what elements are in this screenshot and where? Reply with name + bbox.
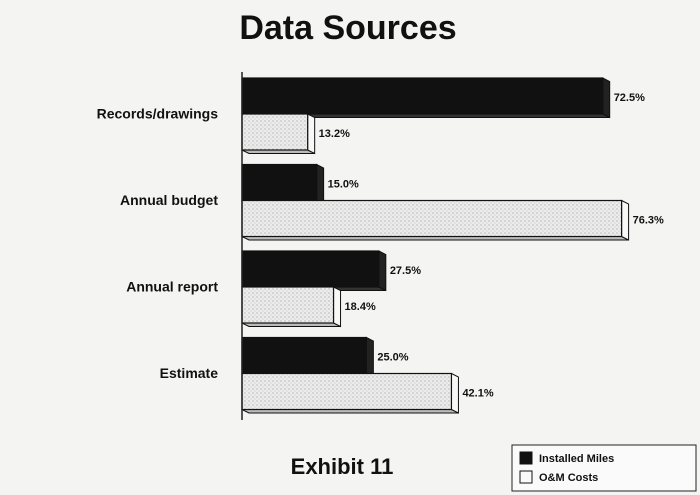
legend-label: Installed Miles	[539, 453, 614, 465]
legend-box	[511, 444, 697, 492]
bar-depth	[602, 77, 611, 119]
value-label: 42.1%	[462, 387, 493, 399]
bar	[241, 336, 367, 375]
value-label: 18.4%	[345, 301, 376, 313]
bar	[241, 286, 335, 324]
bar-depth	[621, 199, 630, 241]
y-tick-label: Annual report	[126, 279, 218, 295]
bar	[241, 163, 318, 202]
bar-depth	[307, 113, 316, 155]
bar-depth	[365, 336, 374, 378]
bar	[241, 372, 453, 411]
bar	[241, 77, 604, 115]
caption: Exhibit 11	[291, 454, 394, 479]
value-label: 72.5%	[614, 92, 645, 104]
value-label: 27.5%	[390, 265, 421, 277]
value-label: 25.0%	[377, 351, 408, 363]
y-tick-label: Annual budget	[120, 192, 218, 208]
bar-depth	[450, 372, 459, 414]
value-label: 15.0%	[328, 178, 359, 190]
legend-label: O&M Costs	[539, 472, 598, 484]
legend-swatch	[519, 470, 533, 484]
bar	[241, 113, 309, 151]
bar-depth	[333, 286, 342, 328]
legend-swatch	[519, 451, 533, 465]
value-label: 76.3%	[633, 214, 664, 226]
value-label: 13.2%	[319, 128, 350, 140]
y-tick-label: Records/drawings	[97, 106, 219, 122]
y-tick-label: Estimate	[160, 365, 219, 381]
chart-title: Data Sources	[239, 9, 456, 47]
bar	[241, 199, 623, 238]
bar-depth	[316, 163, 325, 205]
bar-depth	[378, 250, 387, 292]
bar	[241, 250, 380, 288]
